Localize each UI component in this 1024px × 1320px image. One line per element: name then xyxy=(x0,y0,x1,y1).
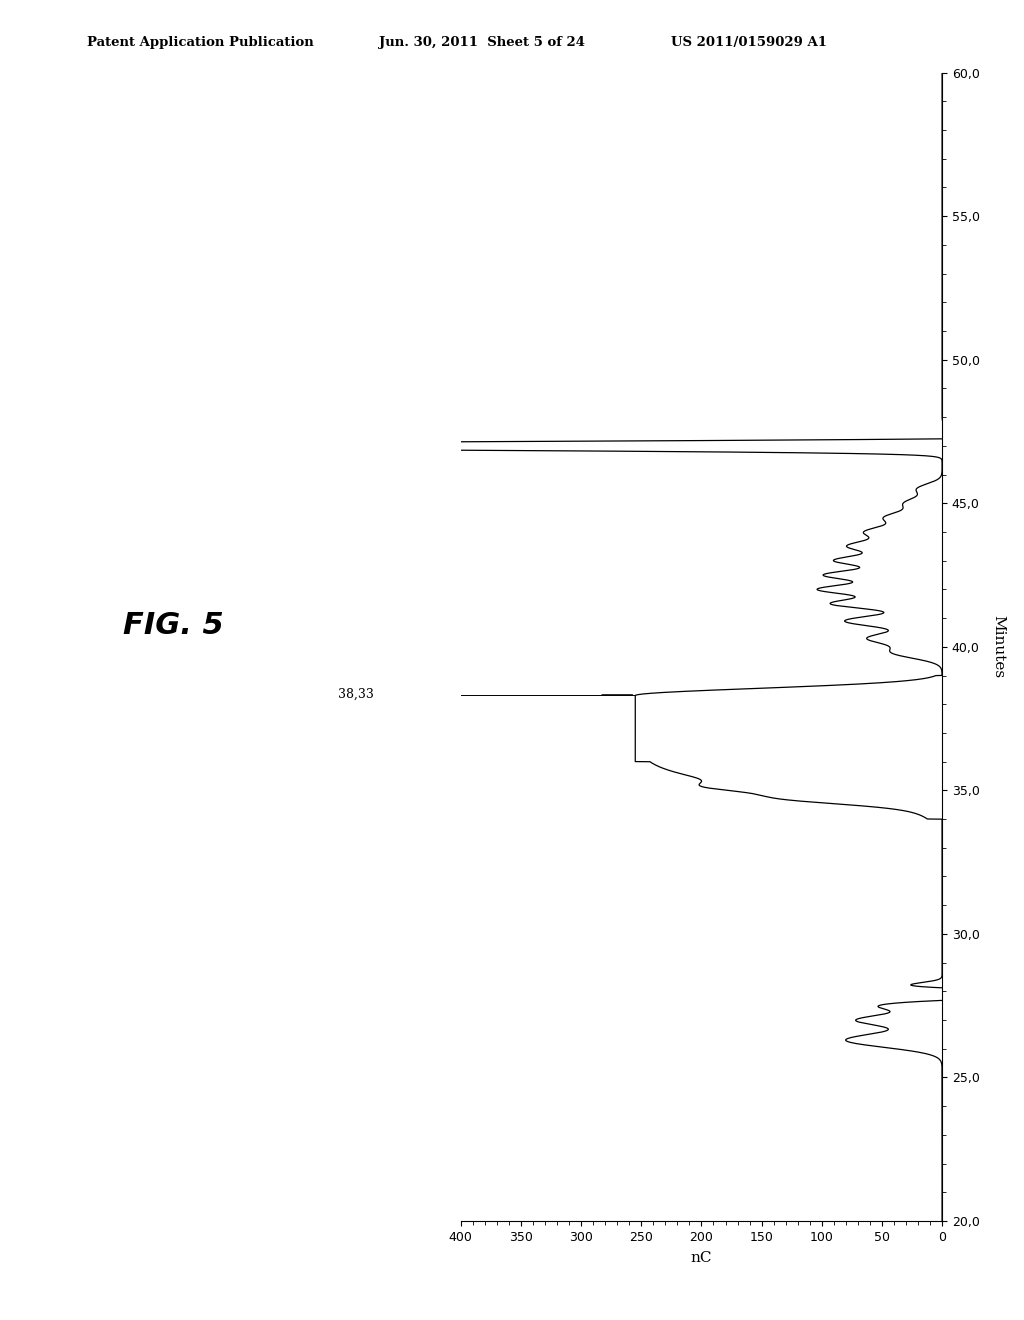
Text: US 2011/0159029 A1: US 2011/0159029 A1 xyxy=(671,36,826,49)
Text: 38,33: 38,33 xyxy=(338,688,374,701)
Text: Patent Application Publication: Patent Application Publication xyxy=(87,36,313,49)
Text: FIG. 5: FIG. 5 xyxy=(123,611,223,640)
Text: Jun. 30, 2011  Sheet 5 of 24: Jun. 30, 2011 Sheet 5 of 24 xyxy=(379,36,585,49)
X-axis label: nC: nC xyxy=(691,1250,712,1265)
Y-axis label: Minutes: Minutes xyxy=(991,615,1005,678)
